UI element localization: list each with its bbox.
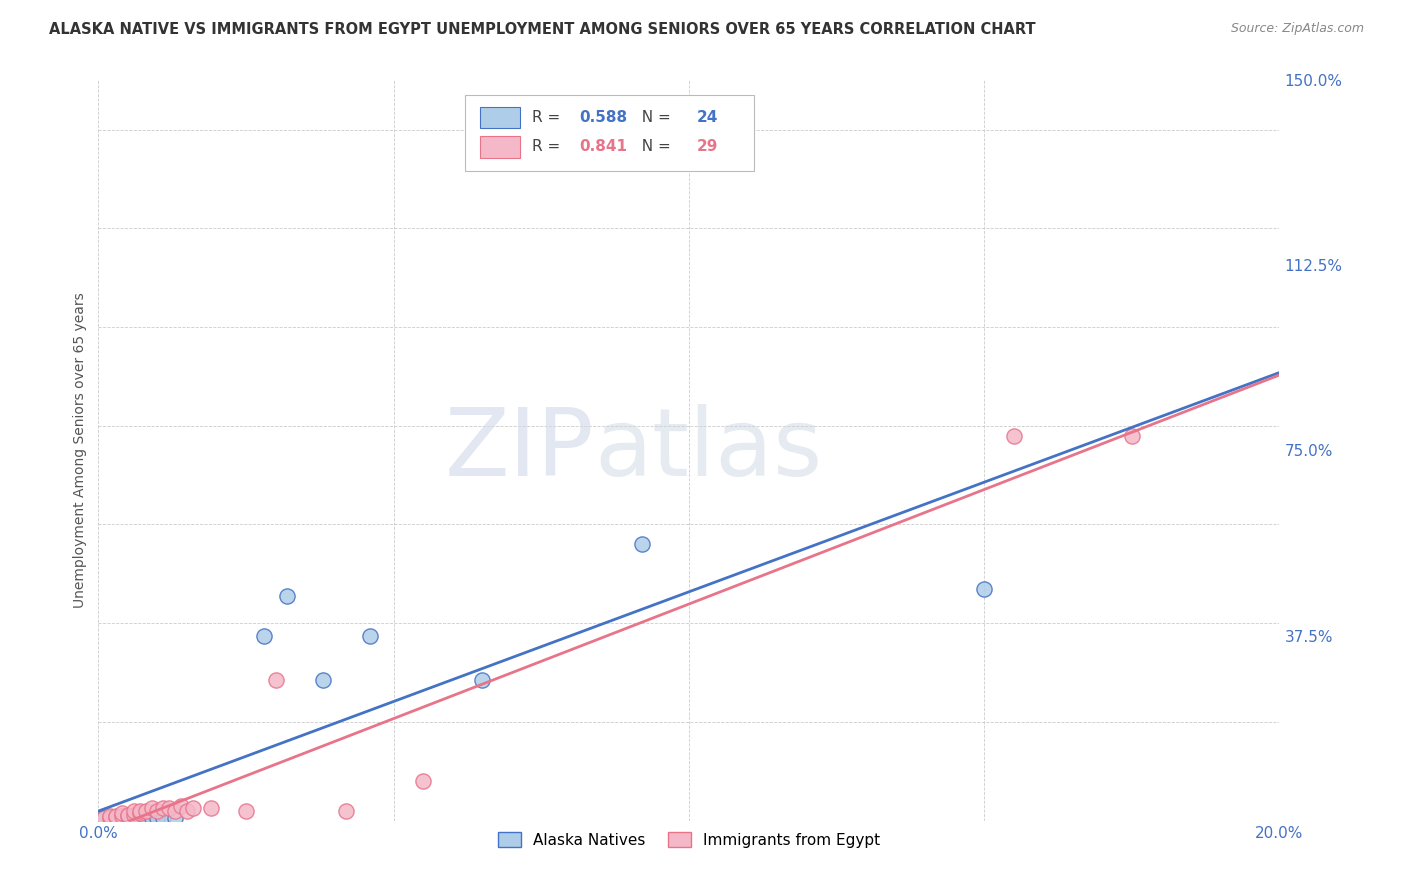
Point [105,810,128,824]
Point [128,804,150,818]
Point [1121,428,1143,442]
Text: Source: ZipAtlas.com: Source: ZipAtlas.com [1230,22,1364,36]
Text: ALASKA NATIVE VS IMMIGRANTS FROM EGYPT UNEMPLOYMENT AMONG SENIORS OVER 65 YEARS : ALASKA NATIVE VS IMMIGRANTS FROM EGYPT U… [49,22,1036,37]
Point [98,810,121,824]
Point [98,811,121,825]
Text: atlas: atlas [595,404,823,497]
Point [111,806,134,821]
Point [117,811,139,825]
Point [176,804,198,818]
Point [135,811,157,825]
Point [253,628,276,642]
FancyBboxPatch shape [479,136,520,158]
FancyBboxPatch shape [479,106,520,128]
Point [122,807,145,822]
Point [200,801,222,815]
Point [141,801,163,815]
FancyBboxPatch shape [464,95,754,170]
Text: 0.588: 0.588 [579,110,627,125]
Point [141,811,163,825]
Point [122,804,145,818]
Point [359,628,381,642]
Point [122,810,145,824]
Point [152,801,174,815]
Point [105,808,128,822]
Point [93,811,115,825]
Point [111,808,134,822]
Text: N =: N = [633,110,676,125]
Text: 29: 29 [697,139,718,154]
Point [93,811,115,825]
Text: ZIP: ZIP [444,404,595,497]
Legend: Alaska Natives, Immigrants from Egypt: Alaska Natives, Immigrants from Egypt [492,825,886,854]
Point [105,810,128,824]
Point [111,808,134,822]
Text: R =: R = [531,110,565,125]
Point [128,811,150,825]
Point [128,806,150,821]
Point [165,811,187,825]
Point [165,804,187,818]
Point [157,801,180,815]
Point [146,804,169,818]
Point [181,801,204,815]
Point [117,810,139,824]
Text: 24: 24 [697,110,718,125]
Text: 0.841: 0.841 [579,139,627,154]
Point [335,804,357,818]
Point [973,582,995,596]
Point [312,673,335,687]
Point [235,804,257,818]
Point [152,811,174,825]
Point [630,537,652,551]
Text: R =: R = [531,139,565,154]
Point [412,774,434,789]
Point [98,808,121,822]
Point [471,673,494,687]
Point [264,673,287,687]
Point [105,811,128,825]
Point [111,811,134,825]
Point [117,807,139,822]
Point [1002,428,1025,442]
Point [117,808,139,822]
Text: N =: N = [633,139,676,154]
Point [276,589,298,603]
Y-axis label: Unemployment Among Seniors over 65 years: Unemployment Among Seniors over 65 years [73,293,87,608]
Point [98,811,121,825]
Point [135,804,157,818]
Point [128,808,150,822]
Point [170,798,193,813]
Point [146,811,169,825]
